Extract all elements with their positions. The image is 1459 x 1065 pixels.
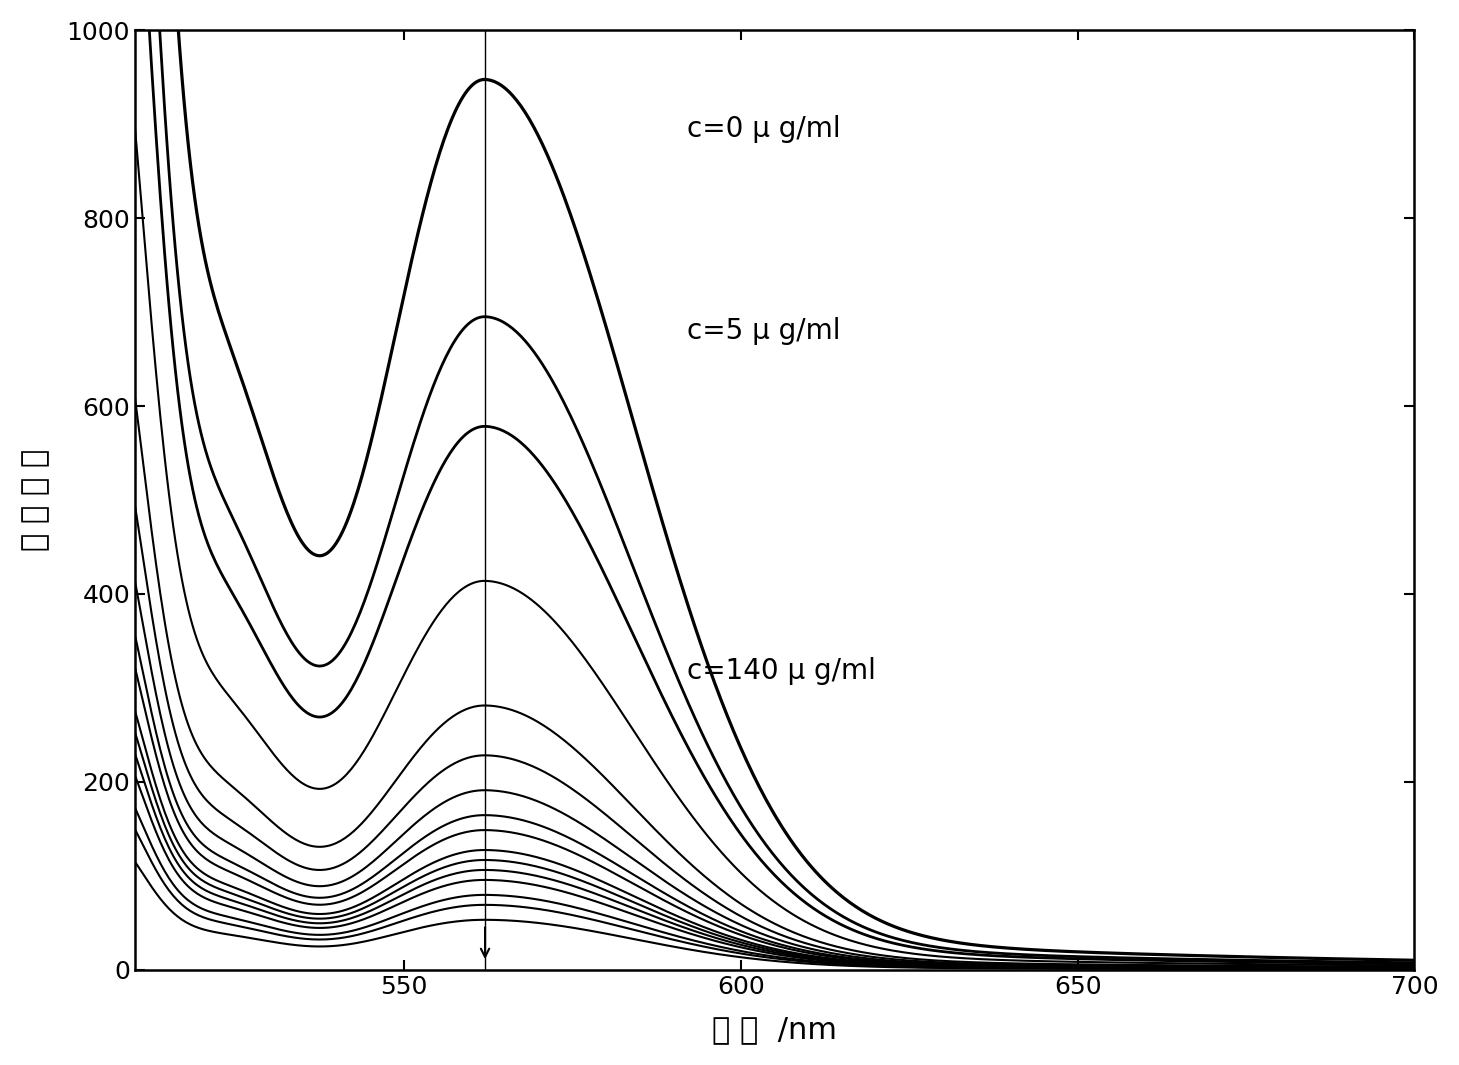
Y-axis label: 荧 光 强 度: 荧 光 强 度 — [20, 448, 50, 551]
Text: c=0 μ g/ml: c=0 μ g/ml — [687, 115, 840, 143]
X-axis label: 波 长  /nm: 波 长 /nm — [712, 1015, 837, 1044]
Text: c=5 μ g/ml: c=5 μ g/ml — [687, 317, 840, 345]
Text: c=140 μ g/ml: c=140 μ g/ml — [687, 657, 875, 685]
